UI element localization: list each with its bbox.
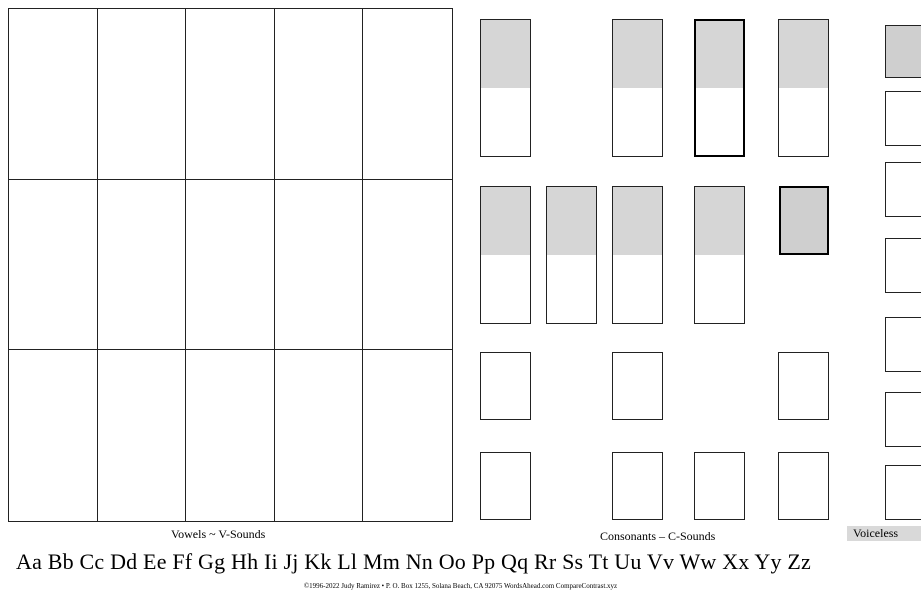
consonant-box <box>480 186 531 324</box>
consonant-box <box>778 352 829 420</box>
consonant-box <box>778 452 829 520</box>
consonant-box <box>546 186 597 324</box>
voiced-shade <box>696 21 743 88</box>
consonant-box <box>612 452 663 520</box>
vowels-label: Vowels ~ V-Sounds <box>171 527 266 541</box>
side-box <box>885 238 921 293</box>
voiced-shade <box>695 187 744 255</box>
side-box <box>885 465 921 520</box>
vowel-cell <box>363 350 452 521</box>
consonant-box <box>480 352 531 420</box>
voiced-shade <box>613 20 662 88</box>
consonant-box <box>612 186 663 324</box>
consonant-box <box>694 19 745 157</box>
voiced-shade <box>481 187 530 255</box>
vowel-cell <box>9 179 98 351</box>
consonant-box <box>778 19 829 157</box>
vowel-cell <box>186 350 275 521</box>
side-box <box>885 317 921 372</box>
consonant-box <box>612 19 663 157</box>
consonant-box <box>480 452 531 520</box>
side-box <box>885 392 921 447</box>
voiceless-label: Voiceless <box>847 526 921 541</box>
consonant-box <box>694 186 745 324</box>
vowel-cell <box>9 9 98 180</box>
copyright-line: ©1996-2022 Judy Ramirez • P. O. Box 1255… <box>303 582 618 590</box>
vowel-cell <box>98 350 187 521</box>
consonant-box <box>694 452 745 520</box>
voiced-shade <box>781 188 827 253</box>
vowel-grid <box>8 8 453 522</box>
consonants-label: Consonants – C-Sounds <box>600 529 716 543</box>
side-box <box>885 91 921 146</box>
consonant-box <box>779 186 829 255</box>
voiced-shade <box>779 20 828 88</box>
vowel-cell <box>9 350 98 521</box>
voiced-shade <box>613 187 662 255</box>
vowel-cell <box>97 179 187 351</box>
side-box <box>885 162 921 217</box>
consonant-box <box>612 352 663 420</box>
voiced-shade <box>481 20 530 88</box>
vowel-cell <box>274 9 364 180</box>
vowel-cell <box>275 350 364 521</box>
voiced-shade <box>547 187 596 255</box>
vowel-cell <box>363 9 452 180</box>
vowel-cell <box>186 179 275 351</box>
vowel-cell <box>363 180 452 351</box>
side-box <box>885 25 921 78</box>
vowel-cell <box>97 9 187 180</box>
vowel-cell <box>274 179 364 351</box>
voiced-shade <box>886 26 921 77</box>
vowel-cell <box>186 9 275 180</box>
consonant-box <box>480 19 531 157</box>
alphabet-line: Aa Bb Cc Dd Ee Ff Gg Hh Ii Jj Kk Ll Mm N… <box>16 549 811 574</box>
